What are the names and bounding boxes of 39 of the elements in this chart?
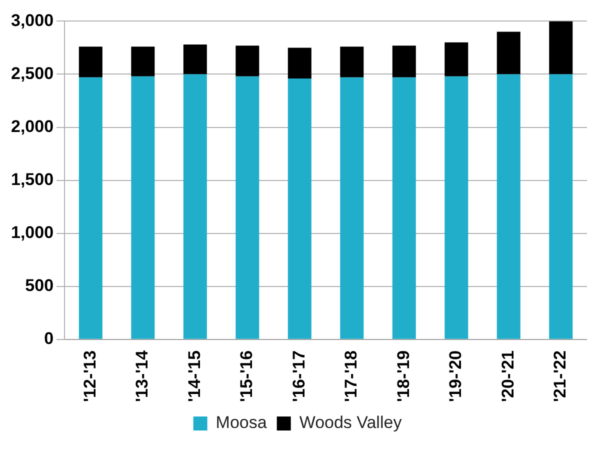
x-tick-label: '15-'16 (237, 350, 256, 402)
x-tick-label: '13-'14 (132, 350, 152, 402)
bar (549, 74, 573, 339)
y-tick-label: 1,500 (10, 170, 54, 190)
bar (444, 42, 468, 76)
y-tick-label: 0 (44, 329, 54, 348)
bar (340, 77, 364, 339)
bar (288, 78, 312, 339)
x-tick-label: '16-'17 (289, 350, 308, 402)
y-tick-label: 1,000 (10, 223, 54, 242)
bar (340, 46, 364, 78)
bar (288, 48, 312, 78)
y-tick-label: 2,500 (10, 64, 54, 83)
bar (392, 77, 416, 339)
x-tick-label: '12-'13 (80, 350, 100, 402)
bar (549, 21, 573, 74)
legend-label: Woods Valley (299, 413, 402, 432)
bar (183, 44, 207, 74)
bar (78, 77, 102, 339)
bar (131, 76, 155, 339)
bar (496, 74, 520, 339)
x-tick-label: '18-'19 (394, 350, 413, 402)
y-tick-label: 2,000 (10, 116, 54, 136)
x-tick-label: '20-'21 (498, 350, 518, 402)
x-tick-label: '19-'20 (446, 350, 466, 402)
bar (236, 46, 260, 76)
bar (392, 46, 416, 78)
bar (131, 46, 155, 76)
bar (78, 46, 102, 78)
x-tick-label: '17-'18 (342, 350, 361, 402)
legend-label: Moosa (216, 413, 268, 432)
y-tick-label: 3,000 (10, 10, 54, 30)
bar (444, 76, 468, 339)
x-tick-label: '21-'22 (550, 350, 570, 402)
bar (183, 74, 207, 339)
y-tick-label: 500 (25, 276, 54, 296)
bar (236, 76, 260, 339)
bar (496, 32, 520, 74)
x-tick-label: '14-'15 (184, 350, 204, 402)
